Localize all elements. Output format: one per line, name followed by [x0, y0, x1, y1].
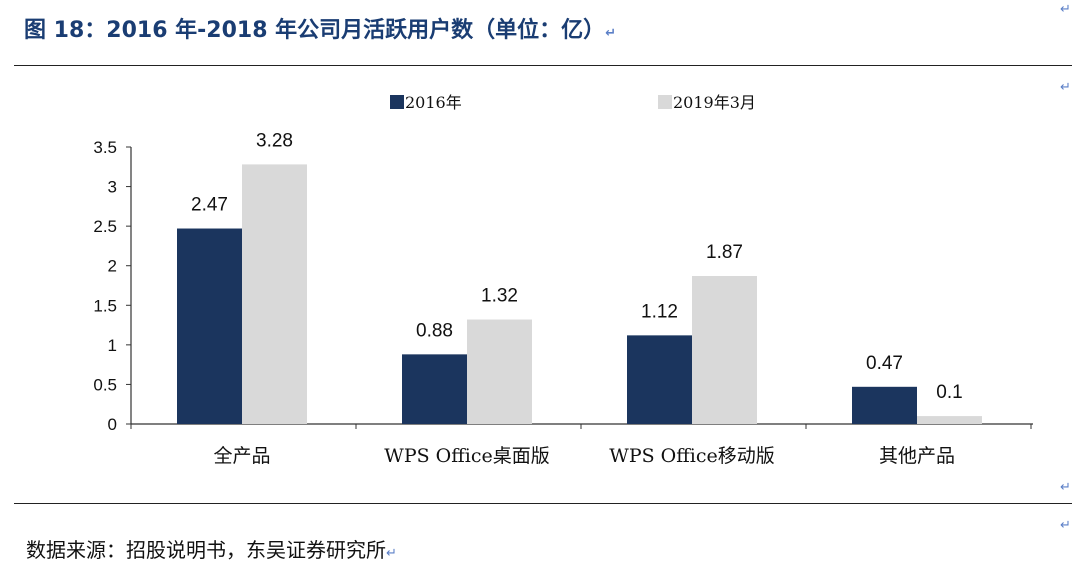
data-label: 0.1 — [936, 382, 962, 403]
paragraph-mark-icon: ↵ — [386, 546, 397, 561]
y-tick-label: 1 — [108, 336, 117, 355]
y-tick-label: 0 — [108, 415, 117, 434]
data-label: 3.28 — [256, 130, 293, 151]
bar-2016 — [852, 386, 917, 424]
y-tick-label: 3 — [108, 178, 117, 197]
legend-swatch-2016 — [390, 95, 404, 109]
y-tick-label: 2.5 — [93, 217, 117, 236]
category-label: 其他产品 — [879, 445, 955, 467]
y-tick-label: 0.5 — [93, 375, 117, 394]
category-label: WPS Office桌面版 — [384, 445, 549, 467]
legend-swatch-2019-03 — [658, 95, 672, 109]
paragraph-mark-icon: ↵ — [1060, 480, 1071, 495]
data-label: 1.87 — [706, 242, 743, 263]
bar-2016 — [177, 228, 242, 424]
bar-2019-03 — [917, 416, 982, 424]
top-rule — [14, 65, 1072, 66]
bar-2016 — [402, 354, 467, 424]
bar-chart: 0 0.5 1 1.5 2 2.5 3 3.5 2.47 3.28 全产品 0.88 1.32 WPS O… — [93, 93, 1033, 467]
bottom-rule — [14, 503, 1072, 504]
bar-2016 — [627, 335, 692, 424]
y-tick-label: 3.5 — [93, 138, 117, 157]
source-text: 数据来源：招股说明书，东吴证券研究所 — [26, 538, 386, 562]
data-label: 1.32 — [481, 286, 518, 307]
category-label: WPS Office移动版 — [609, 445, 774, 467]
paragraph-mark-icon: ↵ — [605, 26, 617, 41]
source-note: 数据来源：招股说明书，东吴证券研究所↵ — [26, 534, 397, 563]
legend-label: 2019年3月 — [673, 93, 756, 112]
y-tick-label: 1.5 — [93, 296, 117, 315]
figure-title-text: 图 18：2016 年-2018 年公司月活跃用户数（单位：亿） — [24, 18, 606, 43]
bar-2019-03 — [692, 276, 757, 424]
data-label: 0.47 — [866, 353, 903, 374]
paragraph-mark-icon: ↵ — [1060, 518, 1071, 533]
data-label: 0.88 — [416, 320, 453, 341]
data-label: 2.47 — [191, 195, 228, 216]
y-tick-label: 2 — [108, 257, 117, 276]
bar-2019-03 — [467, 319, 532, 424]
paragraph-mark-icon: ↵ — [1060, 2, 1071, 17]
bar-2019-03 — [242, 164, 307, 424]
legend-label: 2016年 — [405, 93, 462, 112]
data-label: 1.12 — [641, 301, 678, 322]
category-label: 全产品 — [213, 445, 270, 467]
paragraph-mark-icon: ↵ — [1060, 80, 1071, 95]
figure-title: 图 18：2016 年-2018 年公司月活跃用户数（单位：亿）↵ — [24, 12, 616, 44]
